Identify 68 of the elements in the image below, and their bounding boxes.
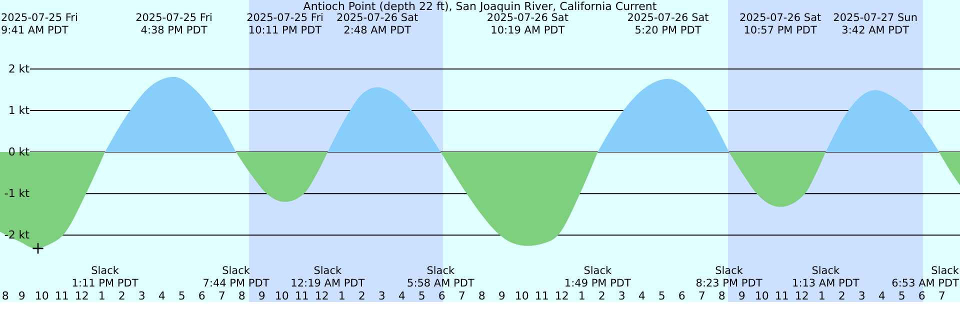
annotation: 2025-07-27 Sun 3:42 AM PDT	[833, 12, 918, 36]
x-tick-label: 5	[418, 290, 426, 302]
y-tick-label: -1 kt	[4, 187, 30, 200]
x-tick-label: 12	[794, 290, 809, 302]
x-tick-label: 5	[178, 290, 186, 302]
x-tick-label: 2	[598, 290, 606, 302]
x-tick-label: 8	[238, 290, 246, 302]
x-tick-label: 3	[858, 290, 866, 302]
x-tick-label: 6	[438, 290, 446, 302]
x-tick-label: 9	[18, 290, 26, 302]
x-tick-label: 4	[158, 290, 166, 302]
x-tick-label: 7	[218, 290, 226, 302]
annotation: 2025-07-26 Sat 2:48 AM PDT	[336, 12, 418, 36]
chart-title: Antioch Point (depth 22 ft), San Joaquin River, California Current	[303, 0, 658, 13]
x-tick-label: 7	[938, 290, 946, 302]
x-tick-label: 1	[818, 290, 826, 302]
x-tick-label: 1	[338, 290, 346, 302]
x-tick-label: 10	[754, 290, 769, 302]
x-tick-label: 2	[838, 290, 846, 302]
x-tick-label: 12	[74, 290, 89, 302]
annotation: 2025-07-26 Sat 10:57 PM PDT	[740, 12, 822, 36]
annotation: Slack 12:19 AM PDT	[290, 265, 366, 290]
x-tick-label: 2	[118, 290, 126, 302]
annotation: Slack 1:11 PM PDT	[72, 265, 139, 290]
x-tick-label: 3	[378, 290, 386, 302]
x-tick-label: 2	[358, 290, 366, 302]
x-tick-label: 10	[274, 290, 289, 302]
x-tick-label: 12	[554, 290, 569, 302]
x-tick-label: 8	[2, 290, 9, 302]
annotation: 2025-07-26 Sat 5:20 PM PDT	[627, 12, 709, 36]
x-tick-label: 11	[774, 290, 789, 302]
x-tick-label: 12	[314, 290, 329, 302]
annotation: Slack 8:23 PM PDT	[696, 265, 763, 290]
annotation: 2025-07-26 Sat 10:19 AM PDT	[486, 12, 568, 36]
x-tick-label: 4	[638, 290, 646, 302]
x-tick-label: 8	[478, 290, 486, 302]
x-tick-label: 10	[34, 290, 49, 302]
annotation: Slack 6:53 AM PDT	[892, 265, 960, 290]
x-tick-label: 5	[898, 290, 906, 302]
x-tick-label: 6	[678, 290, 686, 302]
x-tick-label: 9	[498, 290, 506, 302]
annotation: Slack 7:44 PM PDT	[202, 265, 270, 290]
annotation: 2025-07-25 Fri 4:38 PM PDT	[136, 12, 212, 36]
x-tick-label: 6	[918, 290, 926, 302]
x-tick-label: 11	[534, 290, 549, 302]
x-tick-label: 3	[138, 290, 146, 302]
annotation: 2025-07-25 Fri 10:11 PM PDT	[246, 12, 324, 36]
x-tick-label: 4	[398, 290, 406, 302]
x-tick-label: 11	[294, 290, 309, 302]
x-tick-label: 4	[878, 290, 886, 302]
x-tick-label: 1	[578, 290, 586, 302]
annotation: 2025-07-25 Fri 9:41 AM PDT	[1, 12, 78, 36]
annotation: Slack 1:13 AM PDT	[792, 265, 860, 290]
x-tick-label: 1	[98, 290, 106, 302]
x-tick-label: 7	[458, 290, 466, 302]
x-tick-label: 5	[658, 290, 666, 302]
x-tick-label: 9	[738, 290, 746, 302]
x-tick-label: 11	[54, 290, 69, 302]
x-tick-label: 6	[198, 290, 206, 302]
x-tick-label: 3	[618, 290, 626, 302]
y-tick-label: 1 kt	[8, 104, 30, 117]
y-tick-label: 2 kt	[8, 62, 30, 76]
x-tick-label: 7	[698, 290, 706, 302]
x-tick-label: 10	[514, 290, 529, 302]
x-tick-label: 8	[718, 290, 726, 302]
annotation: Slack 5:58 AM PDT	[407, 265, 475, 290]
x-tick-label: 9	[258, 290, 266, 302]
annotation: Slack 1:49 PM PDT	[564, 265, 632, 290]
